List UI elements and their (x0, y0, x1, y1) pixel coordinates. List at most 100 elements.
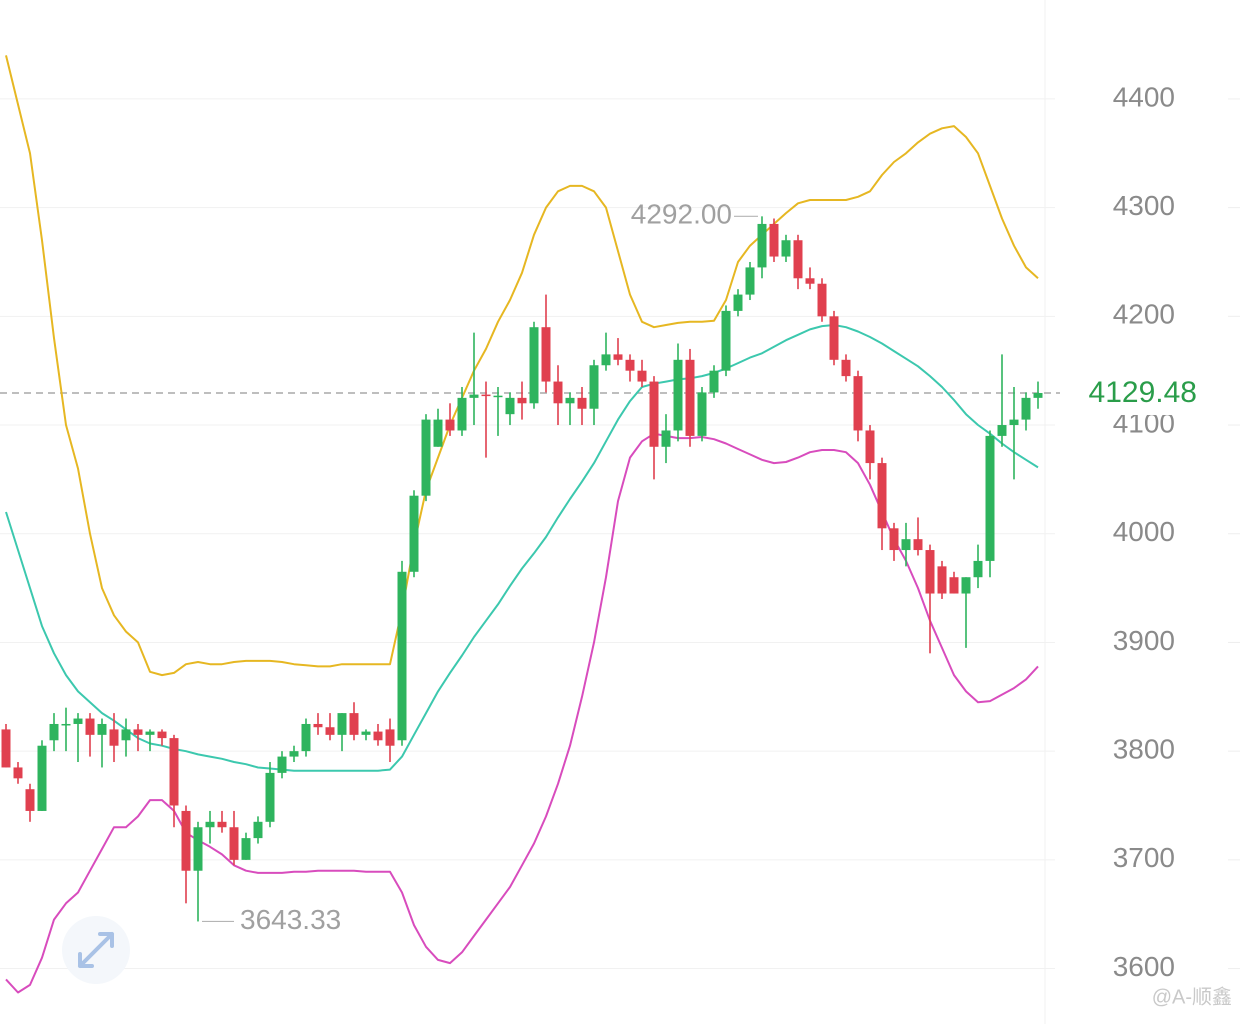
candle-body (757, 223, 767, 268)
candle-body (361, 731, 371, 735)
candle-body (817, 283, 827, 317)
y-tick-label: 3900 (1113, 625, 1175, 656)
y-tick-label: 4000 (1113, 516, 1175, 547)
candle-body (589, 365, 599, 409)
candle-body (721, 310, 731, 371)
candle-body (793, 240, 803, 279)
candle-body (349, 713, 359, 735)
candle-body (937, 566, 947, 594)
candle-body (697, 392, 707, 436)
candle-body (973, 560, 983, 578)
candle-body (61, 723, 71, 726)
candle-body (925, 550, 935, 594)
y-tick-label: 3800 (1113, 734, 1175, 765)
candle-body (913, 539, 923, 551)
candle-body (193, 827, 203, 871)
candle-body (1033, 392, 1043, 398)
candle-body (133, 729, 143, 735)
candle-body (997, 425, 1007, 436)
candle-body (745, 267, 755, 295)
candle-body (1009, 419, 1019, 426)
candle-body (469, 394, 479, 398)
watermark: @A-顺鑫 (1152, 985, 1232, 1008)
candle-body (901, 539, 911, 551)
candles (1, 216, 1043, 922)
candle-body (433, 419, 443, 447)
candle-body (829, 316, 839, 360)
candle-body (661, 430, 671, 447)
candle-body (709, 370, 719, 393)
candle-body (493, 395, 503, 398)
candle-body (1, 729, 11, 768)
candle-body (373, 731, 383, 741)
candle-body (541, 327, 551, 382)
candle-body (613, 354, 623, 360)
candle-body (385, 729, 395, 746)
candle-body (625, 359, 635, 371)
candle-body (409, 495, 419, 572)
band-line (5, 55, 1039, 677)
low-label: 3643.33 (240, 904, 341, 935)
candle-body (637, 370, 647, 382)
candle-body (949, 577, 959, 594)
candle-body (301, 723, 311, 752)
candle-body (325, 727, 335, 735)
candle-body (649, 381, 659, 447)
y-tick-label: 3600 (1113, 951, 1175, 982)
candle-body (265, 772, 275, 822)
candle-body (877, 463, 887, 529)
candle-body (241, 838, 251, 860)
candle-body (337, 713, 347, 735)
candle-body (577, 397, 587, 409)
candle-body (121, 729, 131, 741)
candle-body (673, 359, 683, 431)
candle-body (517, 397, 527, 404)
candle-body (841, 359, 851, 377)
candle-body (397, 571, 407, 741)
band-line (5, 432, 1039, 994)
candle-body (961, 577, 971, 594)
candle-body (49, 723, 59, 741)
candle-body (157, 731, 167, 739)
y-tick-label: 3700 (1113, 842, 1175, 873)
candle-body (553, 381, 563, 404)
candle-body (853, 376, 863, 431)
candle-body (205, 821, 215, 828)
candle-body (889, 528, 899, 551)
y-tick-label: 4300 (1113, 190, 1175, 221)
candle-body (805, 278, 815, 284)
candle-body (685, 359, 695, 436)
candle-body (217, 821, 227, 828)
annotations: 4292.00 3643.33 4129.48 (202, 199, 1240, 935)
current-price-label: 4129.48 (1089, 376, 1197, 409)
candle-body (505, 397, 515, 415)
candle-body (277, 756, 287, 773)
candle-body (253, 821, 263, 839)
candle-body (565, 397, 575, 404)
high-label: 4292.00 (631, 199, 732, 230)
candle-body (529, 327, 539, 404)
candle-body (421, 419, 431, 496)
candle-body (73, 718, 83, 724)
candle-body (229, 827, 239, 860)
candle-body (769, 223, 779, 257)
candle-body (733, 294, 743, 311)
candle-body (601, 354, 611, 366)
candle-body (169, 738, 179, 806)
candle-body (181, 810, 191, 871)
candle-body (445, 419, 455, 431)
candle-body (781, 240, 791, 257)
candle-body (457, 397, 467, 431)
expand-button[interactable] (62, 916, 130, 984)
candle-body (481, 394, 491, 397)
candle-body (1021, 397, 1031, 420)
candle-body (289, 751, 299, 757)
candle-body (97, 723, 107, 735)
candle-body (37, 745, 47, 811)
current-price-box (1060, 370, 1240, 415)
candle-body (865, 430, 875, 464)
candle-body (313, 723, 323, 728)
